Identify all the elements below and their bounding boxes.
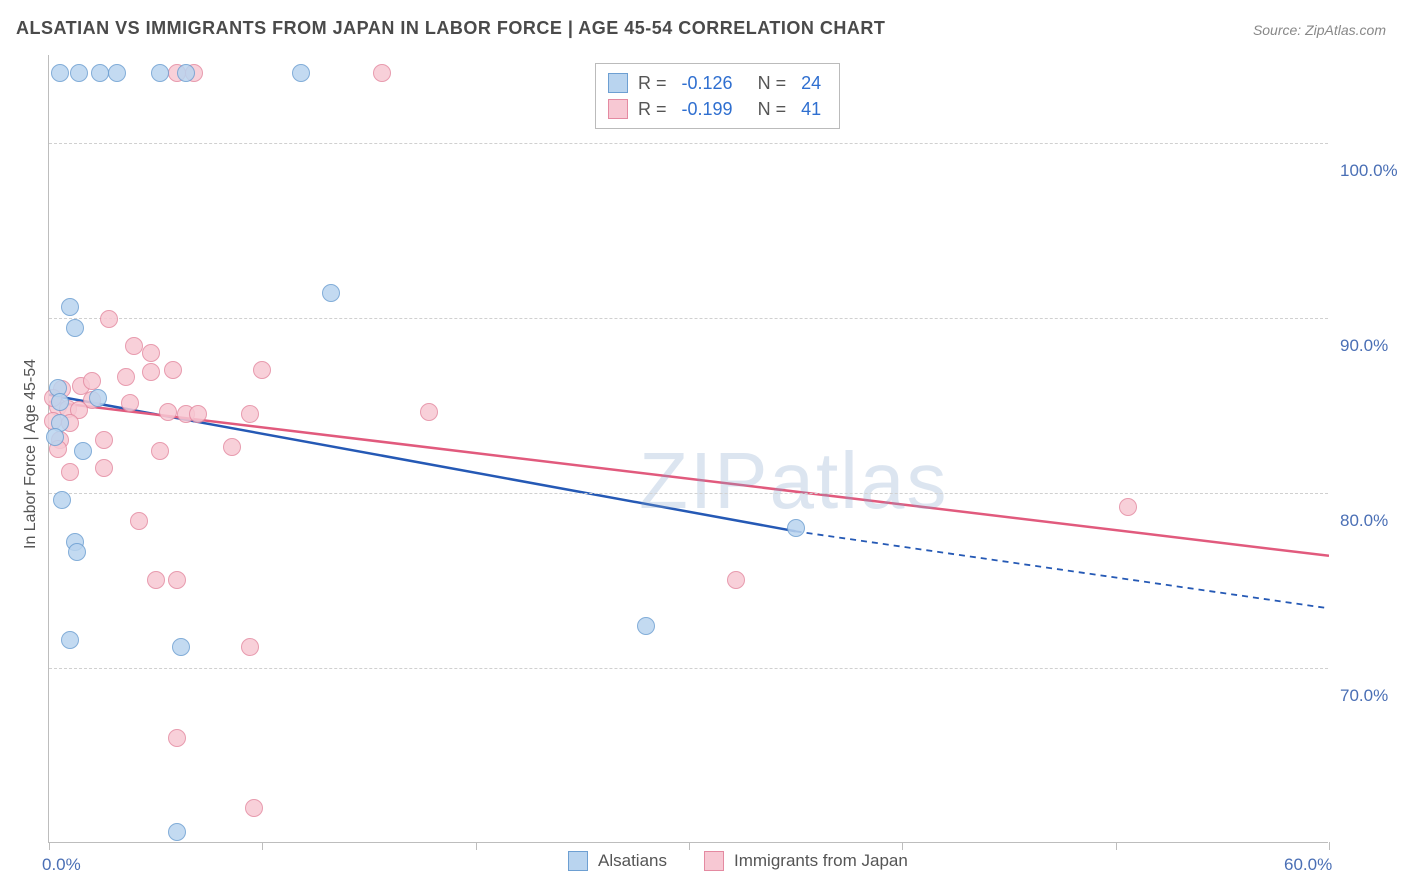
point-alsatians <box>89 389 107 407</box>
point-japan <box>151 442 169 460</box>
point-japan <box>168 571 186 589</box>
y-axis-label: In Labor Force | Age 45-54 <box>22 359 40 549</box>
legend-label-alsatians: Alsatians <box>598 851 667 871</box>
x-tick <box>476 842 477 850</box>
chart-title: ALSATIAN VS IMMIGRANTS FROM JAPAN IN LAB… <box>16 18 885 39</box>
swatch-alsatians-icon <box>608 73 628 93</box>
point-alsatians <box>51 64 69 82</box>
gridline <box>49 668 1328 669</box>
stats-r-alsatians: -0.126 <box>682 70 733 96</box>
watermark: ZIPatlas <box>639 435 948 527</box>
chart-plot-area: ZIPatlas R = -0.126 N = 24 R = -0.199 N … <box>48 55 1328 843</box>
point-alsatians <box>172 638 190 656</box>
point-alsatians <box>61 631 79 649</box>
gridline <box>49 318 1328 319</box>
stats-n-label: N = <box>743 70 792 96</box>
stats-n-alsatians: 24 <box>801 70 821 96</box>
point-japan <box>164 361 182 379</box>
point-japan <box>245 799 263 817</box>
point-alsatians <box>53 491 71 509</box>
point-alsatians <box>787 519 805 537</box>
point-japan <box>168 729 186 747</box>
gridline <box>49 493 1328 494</box>
point-alsatians <box>151 64 169 82</box>
point-alsatians <box>91 64 109 82</box>
gridline <box>49 143 1328 144</box>
legend-alsatians: Alsatians <box>568 851 667 871</box>
x-tick <box>902 842 903 850</box>
point-japan <box>95 459 113 477</box>
point-alsatians <box>322 284 340 302</box>
point-japan <box>223 438 241 456</box>
point-japan <box>100 310 118 328</box>
stats-row-japan: R = -0.199 N = 41 <box>608 96 821 122</box>
point-japan <box>117 368 135 386</box>
y-tick-label: 80.0% <box>1340 511 1388 531</box>
point-japan <box>241 405 259 423</box>
point-japan <box>373 64 391 82</box>
point-alsatians <box>74 442 92 460</box>
point-japan <box>159 403 177 421</box>
point-alsatians <box>177 64 195 82</box>
point-alsatians <box>51 393 69 411</box>
point-alsatians <box>61 298 79 316</box>
point-alsatians <box>70 64 88 82</box>
point-japan <box>142 344 160 362</box>
y-tick-label: 100.0% <box>1340 161 1398 181</box>
point-japan <box>253 361 271 379</box>
stats-n-label: N = <box>743 96 792 122</box>
x-tick <box>262 842 263 850</box>
stats-n-japan: 41 <box>801 96 821 122</box>
point-japan <box>95 431 113 449</box>
x-tick <box>1116 842 1117 850</box>
stats-legend: R = -0.126 N = 24 R = -0.199 N = 41 <box>595 63 840 129</box>
stats-r-japan: -0.199 <box>682 96 733 122</box>
legend-japan: Immigrants from Japan <box>704 851 908 871</box>
point-japan <box>61 463 79 481</box>
legend-label-japan: Immigrants from Japan <box>734 851 908 871</box>
point-alsatians <box>108 64 126 82</box>
swatch-japan-icon <box>608 99 628 119</box>
y-tick-label: 90.0% <box>1340 336 1388 356</box>
point-japan <box>125 337 143 355</box>
point-japan <box>83 372 101 390</box>
point-japan <box>727 571 745 589</box>
point-japan <box>189 405 207 423</box>
point-japan <box>147 571 165 589</box>
point-japan <box>420 403 438 421</box>
y-tick-label: 70.0% <box>1340 686 1388 706</box>
x-tick <box>1329 842 1330 850</box>
swatch-alsatians-icon <box>568 851 588 871</box>
swatch-japan-icon <box>704 851 724 871</box>
point-alsatians <box>46 428 64 446</box>
stats-r-label: R = <box>638 96 672 122</box>
point-alsatians <box>68 543 86 561</box>
point-japan <box>121 394 139 412</box>
stats-row-alsatians: R = -0.126 N = 24 <box>608 70 821 96</box>
point-japan <box>1119 498 1137 516</box>
point-alsatians <box>637 617 655 635</box>
point-alsatians <box>168 823 186 841</box>
source-label: Source: ZipAtlas.com <box>1253 22 1386 38</box>
point-japan <box>241 638 259 656</box>
point-japan <box>130 512 148 530</box>
point-alsatians <box>66 319 84 337</box>
point-alsatians <box>292 64 310 82</box>
x-tick-label: 0.0% <box>42 855 81 875</box>
x-tick <box>689 842 690 850</box>
point-japan <box>142 363 160 381</box>
stats-r-label: R = <box>638 70 672 96</box>
x-tick-label: 60.0% <box>1284 855 1332 875</box>
x-tick <box>49 842 50 850</box>
